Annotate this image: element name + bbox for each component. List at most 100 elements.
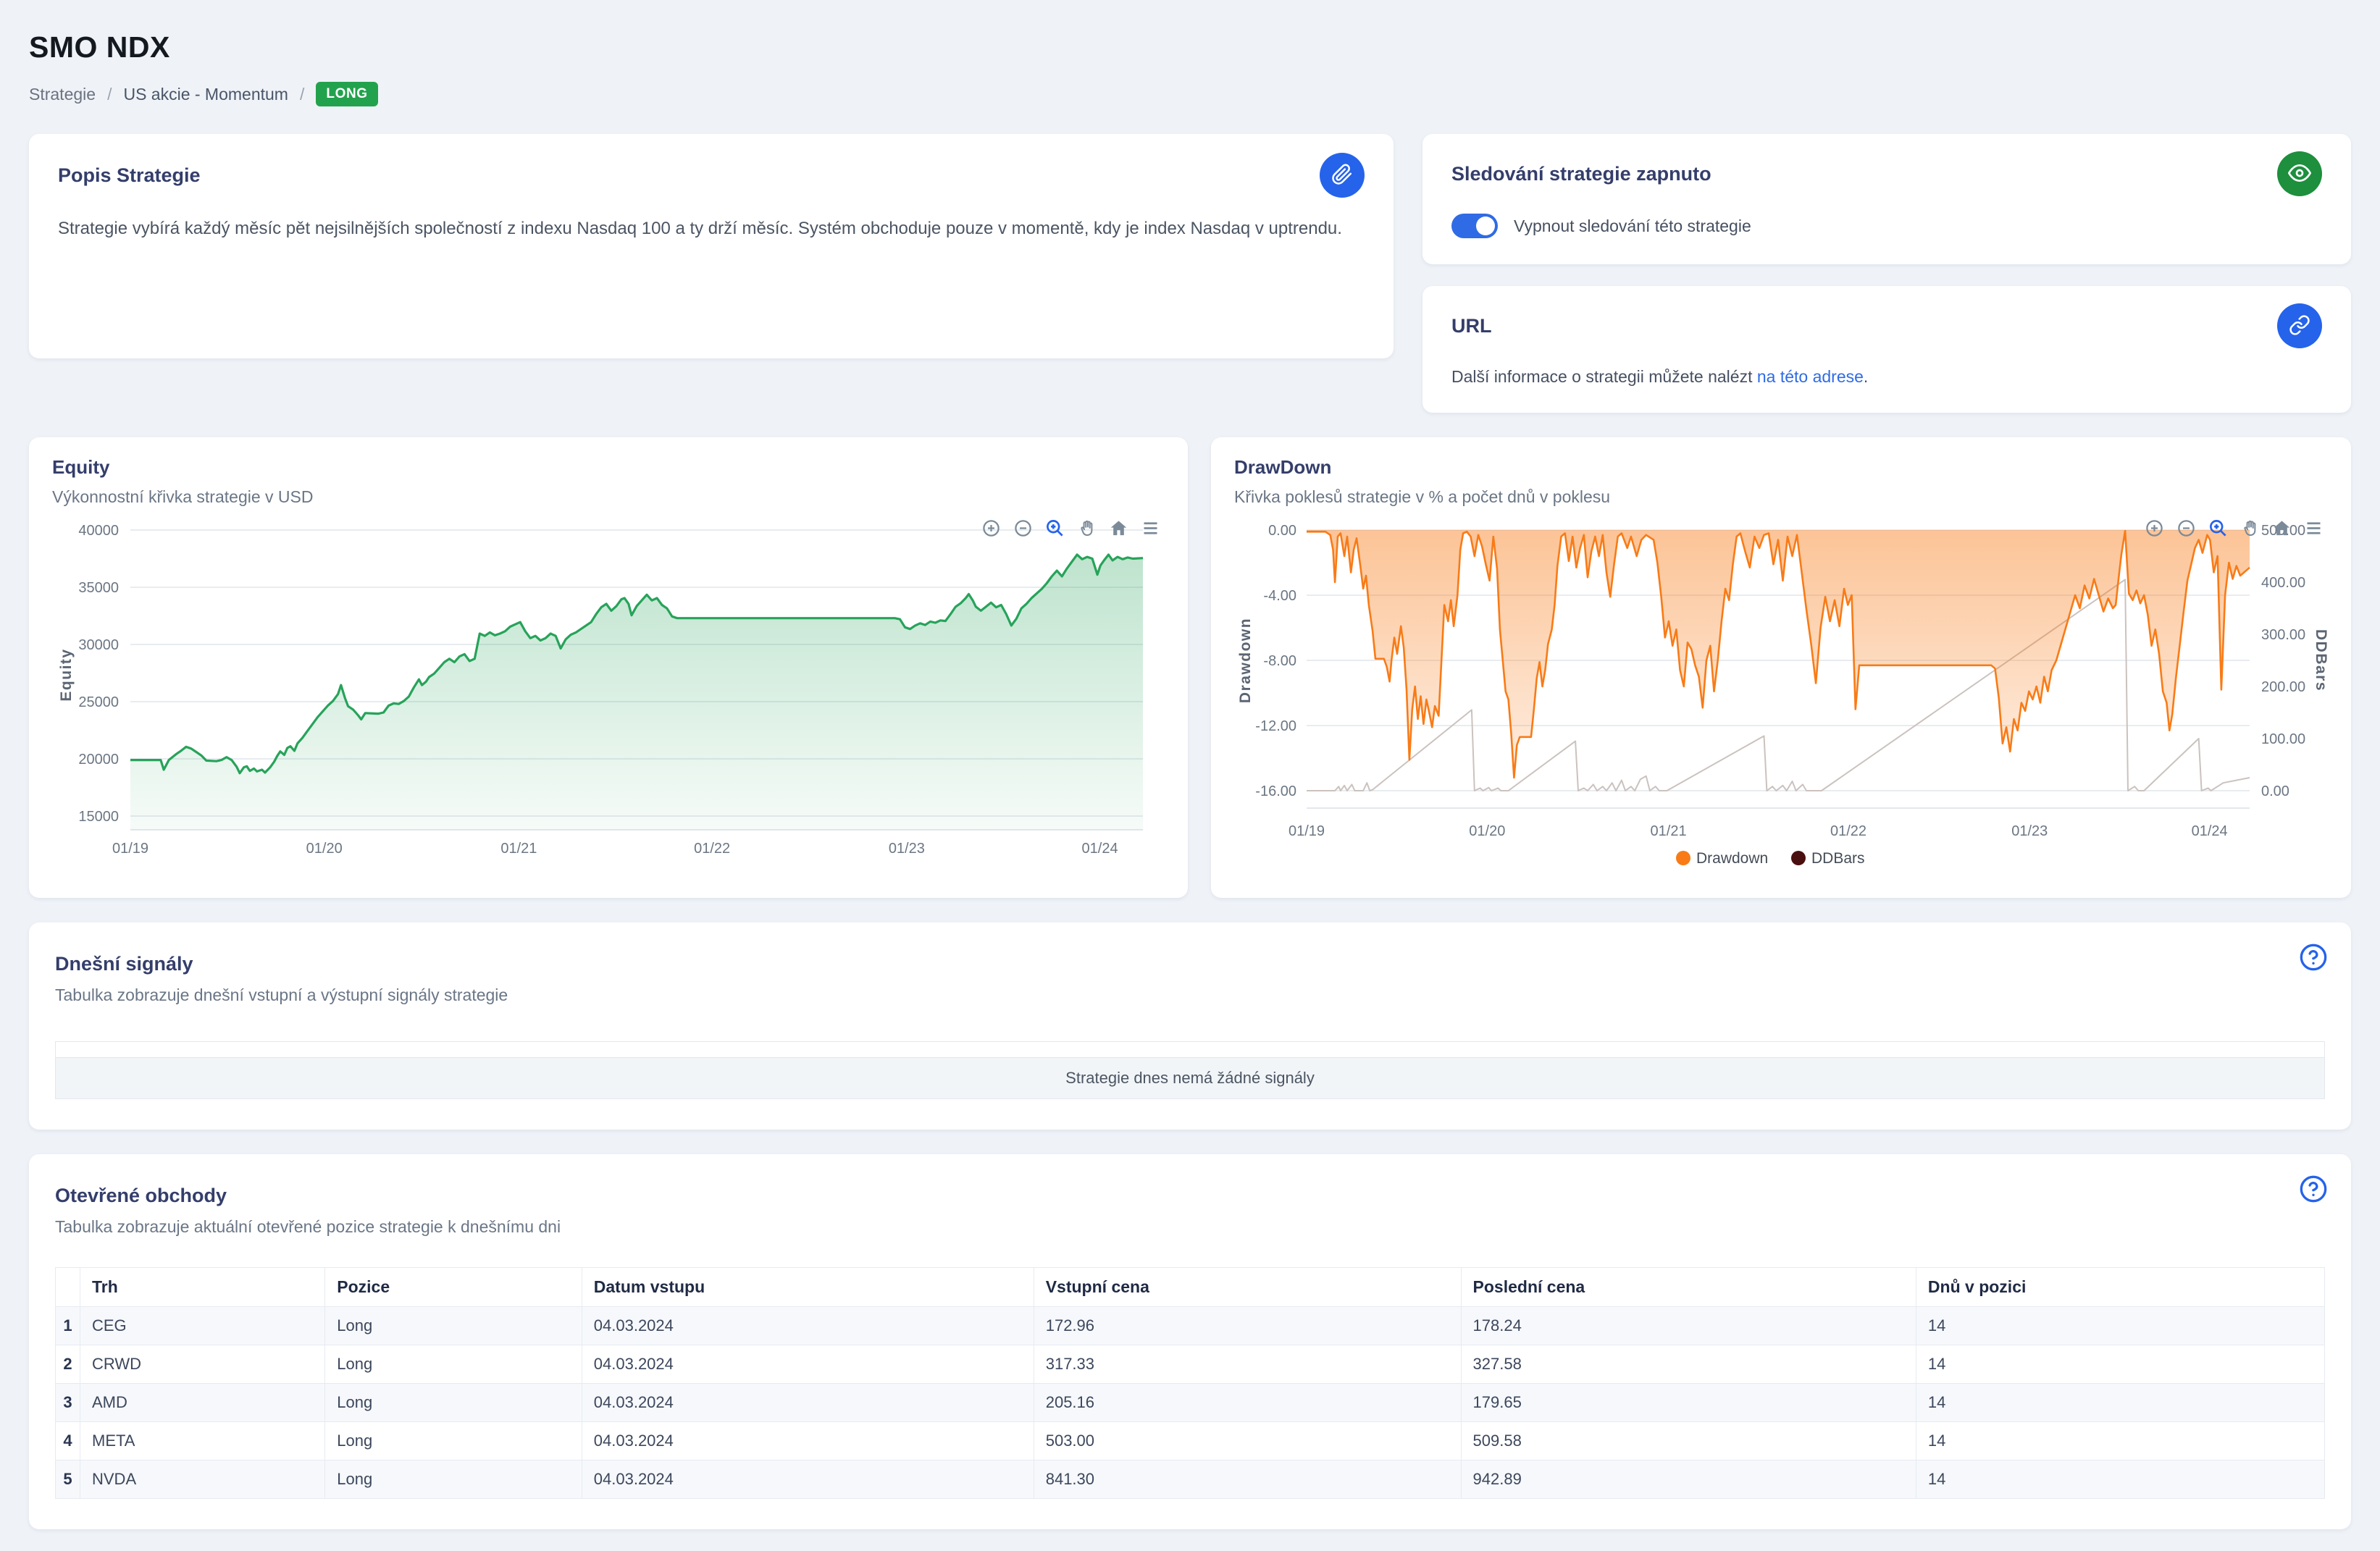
y-tick-label: 15000 bbox=[78, 809, 119, 825]
selection-zoom-icon[interactable] bbox=[2208, 518, 2228, 538]
table-cell-trh: META bbox=[79, 1421, 326, 1460]
signals-card: Dnešní signály Tabulka zobrazuje dnešní … bbox=[29, 922, 2351, 1130]
open-trades-card: Otevřené obchody Tabulka zobrazuje aktuá… bbox=[29, 1154, 2351, 1529]
long-badge: LONG bbox=[316, 82, 378, 106]
zoom-out-icon[interactable] bbox=[2176, 518, 2196, 538]
y-axis-title-right: DDBars bbox=[2313, 629, 2328, 692]
x-tick-label: 01/23 bbox=[889, 841, 925, 857]
signals-card-title: Dnešní signály bbox=[55, 953, 193, 975]
table-cell-n: 2 bbox=[55, 1345, 80, 1384]
table-cell-pozice: Long bbox=[324, 1306, 582, 1345]
equity-chart-canvas[interactable]: 40000 35000 30000 25000 20000 15000 01/19 01/20… bbox=[52, 518, 1165, 865]
y-tick-label-right: 0.00 bbox=[2261, 783, 2289, 799]
table-cell-datum: 04.03.2024 bbox=[581, 1460, 1034, 1499]
table-cell-vstupni: 205.16 bbox=[1033, 1383, 1462, 1422]
equity-chart-card: Equity Výkonnostní křivka strategie v US… bbox=[29, 437, 1188, 898]
table-cell-dnu: 14 bbox=[1915, 1460, 2326, 1499]
paperclip-icon bbox=[1331, 164, 1353, 188]
table-cell-n: 5 bbox=[55, 1460, 80, 1499]
zoom-out-icon[interactable] bbox=[1013, 518, 1033, 538]
watch-button[interactable] bbox=[2277, 151, 2322, 196]
table-cell-dnu: 14 bbox=[1915, 1421, 2326, 1460]
ddbars-line bbox=[1307, 579, 2250, 791]
table-cell-posledni: 179.65 bbox=[1460, 1383, 1916, 1422]
drawdown-chart-canvas[interactable]: 0.00 -4.00 -8.00 -12.00 -16.00 500.00 400.00 30… bbox=[1234, 518, 2328, 875]
table-cell-pozice: Long bbox=[324, 1345, 582, 1384]
y-tick-label-right: 200.00 bbox=[2261, 679, 2305, 695]
zoom-in-icon[interactable] bbox=[2145, 518, 2164, 538]
table-cell-posledni: 942.89 bbox=[1460, 1460, 1916, 1499]
tracking-toggle[interactable] bbox=[1451, 214, 1498, 238]
table-cell-vstupni: 317.33 bbox=[1033, 1345, 1462, 1384]
table-row: 1 CEG Long 04.03.2024 172.96 178.24 14 bbox=[55, 1306, 2326, 1345]
column-header: Vstupní cena bbox=[1033, 1267, 1462, 1307]
y-tick-label-left: -16.00 bbox=[1255, 783, 1296, 799]
table-row: 2 CRWD Long 04.03.2024 317.33 327.58 14 bbox=[55, 1345, 2326, 1384]
drawdown-line bbox=[1307, 529, 2250, 779]
legend-marker bbox=[1791, 851, 1806, 865]
x-tick-label: 01/24 bbox=[2192, 823, 2228, 839]
pan-icon[interactable] bbox=[1077, 518, 1097, 538]
x-tick-label: 01/23 bbox=[2011, 823, 2048, 839]
table-row: 4 META Long 04.03.2024 503.00 509.58 14 bbox=[55, 1421, 2326, 1460]
attachment-button[interactable] bbox=[1320, 153, 1365, 198]
y-tick-label-right: 300.00 bbox=[2261, 627, 2305, 643]
description-card-title: Popis Strategie bbox=[58, 164, 201, 186]
table-cell-dnu: 14 bbox=[1915, 1345, 2326, 1384]
table-cell-posledni: 178.24 bbox=[1460, 1306, 1916, 1345]
table-cell-trh: CRWD bbox=[79, 1345, 326, 1384]
menu-icon[interactable] bbox=[2304, 518, 2324, 538]
signals-help-button[interactable] bbox=[2299, 943, 2328, 972]
legend-label[interactable]: DDBars bbox=[1811, 850, 1865, 867]
drawdown-chart-card: DrawDown Křivka poklesů strategie v % a … bbox=[1211, 437, 2351, 898]
y-tick-label-right: 500.00 bbox=[2261, 523, 2305, 539]
column-header: Poslední cena bbox=[1460, 1267, 1916, 1307]
equity-chart-toolbar bbox=[981, 518, 1160, 538]
open-trades-table: Trh Pozice Datum vstupu Vstupní cena Posledn… bbox=[55, 1267, 2326, 1499]
y-tick-label-left: -12.00 bbox=[1255, 718, 1296, 734]
top-cards-row: Popis Strategie Strategie vybírá každý m… bbox=[29, 134, 2351, 413]
x-tick-label: 01/20 bbox=[306, 841, 343, 857]
y-tick-label: 40000 bbox=[78, 523, 119, 539]
url-link[interactable]: na této adrese bbox=[1756, 367, 1864, 386]
page-title: SMO NDX bbox=[29, 30, 170, 64]
equity-area bbox=[130, 555, 1143, 830]
equity-chart-title: Equity bbox=[52, 456, 110, 478]
y-axis-title: Equity bbox=[58, 648, 75, 701]
table-cell-pozice: Long bbox=[324, 1421, 582, 1460]
charts-row: Equity Výkonnostní křivka strategie v US… bbox=[29, 437, 2351, 898]
x-tick-label: 01/22 bbox=[694, 841, 730, 857]
table-cell-trh: AMD bbox=[79, 1383, 326, 1422]
url-button[interactable] bbox=[2277, 303, 2322, 348]
legend-label[interactable]: Drawdown bbox=[1696, 850, 1768, 867]
selection-zoom-icon[interactable] bbox=[1045, 518, 1065, 538]
table-cell-trh: NVDA bbox=[79, 1460, 326, 1499]
breadcrumb-strategie[interactable]: Strategie bbox=[29, 84, 96, 104]
signals-table-header bbox=[56, 1042, 2324, 1058]
menu-icon[interactable] bbox=[1141, 518, 1160, 538]
pan-icon[interactable] bbox=[2240, 518, 2260, 538]
url-card: URL Další informace o strategii můžete n… bbox=[1422, 286, 2351, 413]
table-cell-trh: CEG bbox=[79, 1306, 326, 1345]
y-tick-label-right: 400.00 bbox=[2261, 575, 2305, 591]
table-cell-dnu: 14 bbox=[1915, 1383, 2326, 1422]
drawdown-chart-toolbar bbox=[2145, 518, 2324, 538]
table-cell-n: 4 bbox=[55, 1421, 80, 1460]
link-icon bbox=[2289, 314, 2310, 338]
toggle-knob bbox=[1476, 217, 1495, 235]
column-header: Trh bbox=[79, 1267, 326, 1307]
trades-help-button[interactable] bbox=[2299, 1174, 2328, 1203]
table-cell-posledni: 327.58 bbox=[1460, 1345, 1916, 1384]
row-number-header bbox=[55, 1267, 80, 1307]
equity-chart-subtitle: Výkonnostní křivka strategie v USD bbox=[52, 487, 314, 506]
home-icon[interactable] bbox=[1109, 518, 1128, 538]
breadcrumb-separator: / bbox=[107, 84, 112, 104]
signals-card-subtitle: Tabulka zobrazuje dnešní vstupní a výstu… bbox=[55, 985, 508, 1004]
column-header: Datum vstupu bbox=[581, 1267, 1034, 1307]
home-icon[interactable] bbox=[2272, 518, 2292, 538]
x-tick-label: 01/19 bbox=[112, 841, 148, 857]
breadcrumb-category[interactable]: US akcie - Momentum bbox=[123, 84, 288, 104]
table-cell-datum: 04.03.2024 bbox=[581, 1421, 1034, 1460]
zoom-in-icon[interactable] bbox=[981, 518, 1001, 538]
